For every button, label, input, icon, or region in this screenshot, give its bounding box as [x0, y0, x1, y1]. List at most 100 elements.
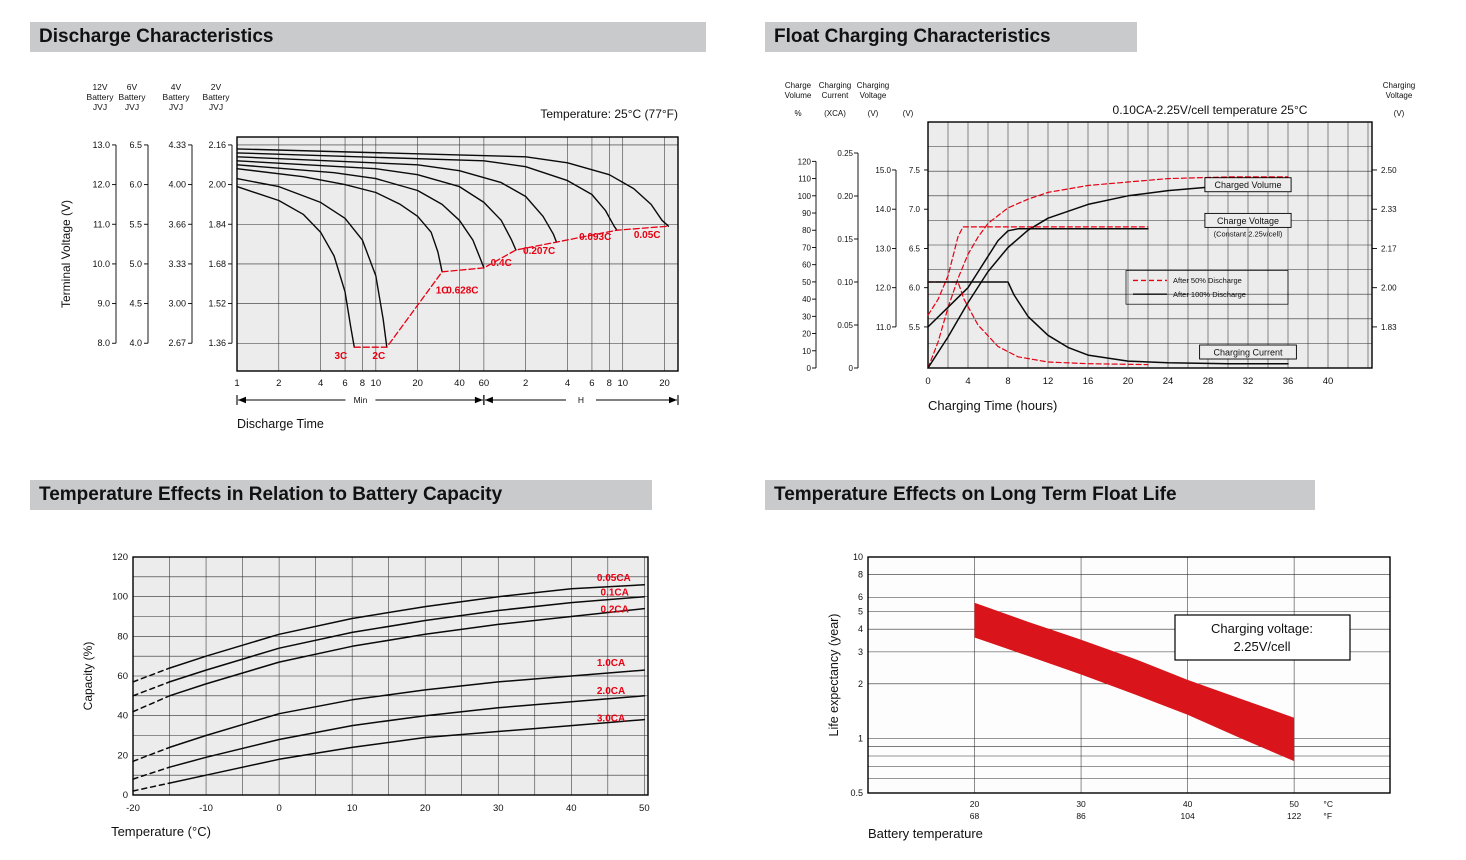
- series-1.0CA: [168, 669, 646, 749]
- axis-tick-label: 6.0: [909, 284, 921, 293]
- right-axis-unit: (V): [1394, 109, 1405, 118]
- bracket-arrow-right: [474, 396, 483, 404]
- series-charging-current-50: [927, 281, 1149, 366]
- y-tick-label: 4: [858, 624, 863, 634]
- axis-header: JVJ: [209, 102, 223, 112]
- right-axis-tick-label: 1.83: [1381, 323, 1397, 332]
- section-header-float-life: Temperature Effects on Long Term Float L…: [765, 480, 1315, 510]
- axis-header: Charging: [819, 81, 851, 90]
- x-tick-label: 28: [1203, 376, 1214, 387]
- x-tick-label: 40: [1323, 376, 1334, 387]
- axis-tick-label: 6.5: [909, 244, 921, 253]
- axis-tick-label: 3.33: [168, 259, 186, 269]
- life-expectancy-band: [974, 602, 1295, 762]
- x-tick-label: 8: [1005, 376, 1010, 387]
- x-tick-label: 60: [479, 378, 490, 389]
- y-axis-title: Capacity (%): [81, 642, 95, 711]
- float-charging-chart: ChargeVolume%010203040506070809010011012…: [785, 81, 1416, 413]
- x-tick-label-fahrenheit: 86: [1076, 811, 1086, 821]
- axis-header: 12V: [92, 82, 107, 92]
- series-0.207C: [236, 156, 558, 243]
- x-tick-label-fahrenheit: 68: [970, 811, 980, 821]
- axis-tick-label: 0.10: [837, 278, 853, 287]
- axis-tick-label: 4.33: [168, 140, 186, 150]
- right-axis-tick-label: 2.50: [1381, 166, 1397, 175]
- y-tick-label: 80: [117, 631, 128, 642]
- plot-border: [867, 556, 1391, 794]
- series-0.1CA: [168, 595, 646, 683]
- x-tick-label: 24: [1163, 376, 1174, 387]
- boxed-sublabel: (Constant 2.25v/cell): [1214, 229, 1283, 238]
- series-0.628C: [236, 164, 485, 269]
- axis-header: Volume: [785, 91, 812, 100]
- y-tick-label: 0.5: [850, 788, 863, 798]
- right-axis-tick-label: 2.00: [1381, 284, 1397, 293]
- y-tick-label: 6: [858, 592, 863, 602]
- axis-tick-label: 12.0: [92, 180, 110, 190]
- right-axis-header: Charging: [1383, 81, 1415, 90]
- series-0.05CA-dashed: [132, 667, 171, 683]
- x-axis-title: Battery temperature: [868, 826, 983, 841]
- axis-tick-label: 0.25: [837, 149, 853, 158]
- plot-border: [132, 556, 649, 796]
- x-tick-label: 2: [276, 378, 281, 389]
- axis-header: Charging: [857, 81, 889, 90]
- x-tick-label: 4: [965, 376, 970, 387]
- y-tick-label: 40: [117, 711, 128, 722]
- axis-unit: %: [794, 109, 801, 118]
- series-label-2C: 2C: [372, 351, 385, 362]
- series-2.0CA: [168, 695, 646, 768]
- axis-tick-label: 14.0: [875, 205, 891, 214]
- unit-label-fahrenheit: °F: [1323, 811, 1332, 821]
- bracket-arrow-left: [484, 396, 493, 404]
- x-tick-label: 20: [420, 803, 431, 814]
- series-label-0.05C: 0.05C: [634, 230, 661, 241]
- axis-header: Battery: [119, 92, 147, 102]
- unit-label-celsius: °C: [1323, 799, 1333, 809]
- panel-discharge: Discharge Characteristics 12V Battery JVJ 1…: [30, 22, 706, 468]
- x-tick-label: 40: [566, 803, 577, 814]
- axis-unit: (V): [868, 109, 879, 118]
- series-3.0CA-dashed: [132, 782, 171, 792]
- x-tick-label: 2: [523, 378, 528, 389]
- axis-tick-label: 90: [802, 209, 811, 218]
- axis-tick-label: 50: [802, 278, 811, 287]
- x-tick-label: 20: [659, 378, 670, 389]
- axis-tick-label: 2.67: [168, 338, 186, 348]
- axis-tick-label: 13.0: [92, 140, 110, 150]
- axis-tick-label: 12.0: [875, 284, 891, 293]
- y-tick-label: 2: [858, 679, 863, 689]
- axis-tick-label: 4.00: [168, 180, 186, 190]
- x-tick-label: 1: [234, 378, 239, 389]
- page-title: Discharge Characteristics: [39, 26, 274, 47]
- series-0.2CA-dashed: [132, 695, 171, 713]
- x-tick-label: 4: [318, 378, 323, 389]
- axis-unit: (XCA): [824, 109, 846, 118]
- axis-tick-label: 110: [798, 175, 811, 184]
- axis-tick-label: 2.16: [208, 140, 226, 150]
- boxed-label: Charged Volume: [1214, 180, 1281, 190]
- axis-tick-label: 2.00: [208, 180, 226, 190]
- x-tick-label: 8: [360, 378, 365, 389]
- legend-label: After 100% Discharge: [1173, 290, 1246, 299]
- series-label-0.05CA: 0.05CA: [597, 573, 631, 584]
- series-charged-volume-100: [927, 182, 1289, 369]
- axis-header: Voltage: [860, 91, 887, 100]
- section-title: Float Charging Characteristics: [774, 26, 1051, 47]
- y-tick-label: 0: [123, 790, 128, 801]
- series-label-0.093C: 0.093C: [579, 232, 611, 243]
- x-tick-label-celsius: 40: [1183, 799, 1193, 809]
- axis-tick-label: 60: [802, 261, 811, 270]
- x-tick-label: 10: [347, 803, 358, 814]
- x-tick-label: 0: [925, 376, 930, 387]
- series-0.2CA: [168, 607, 646, 697]
- series-label-1C: 1C: [436, 286, 449, 297]
- axis-tick-label: 5.0: [129, 259, 142, 269]
- x-tick-label: 40: [454, 378, 465, 389]
- series-1.0CA-dashed: [132, 746, 171, 763]
- axis-tick-label: 120: [798, 157, 812, 166]
- section-title: Temperature Effects on Long Term Float L…: [774, 484, 1177, 505]
- panel-float-life: Temperature Effects on Long Term Float L…: [765, 480, 1441, 853]
- y-axis-title: Life expectancy (year): [827, 614, 841, 737]
- axis-tick-label: 9.0: [97, 299, 110, 309]
